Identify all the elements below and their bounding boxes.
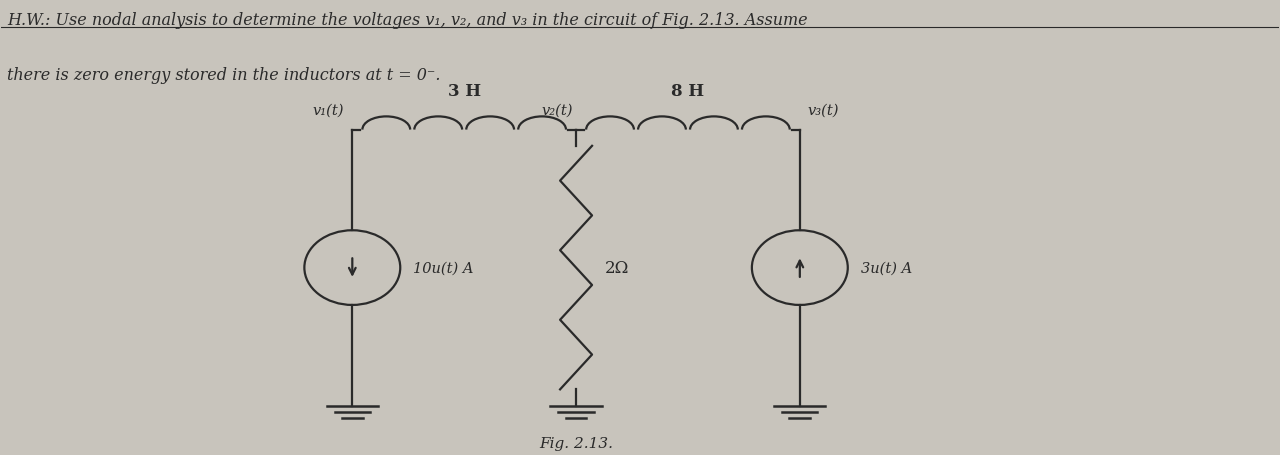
- Text: v₁(t): v₁(t): [312, 103, 344, 117]
- Text: 3u(t) A: 3u(t) A: [860, 261, 911, 275]
- Text: 10u(t) A: 10u(t) A: [413, 261, 474, 275]
- Text: H.W.: Use nodal analysis to determine the voltages v₁, v₂, and v₃ in the circuit: H.W.: Use nodal analysis to determine th…: [8, 12, 808, 29]
- Text: 8 H: 8 H: [672, 83, 704, 100]
- Text: there is zero energy stored in the inductors at t = 0⁻.: there is zero energy stored in the induc…: [8, 66, 440, 83]
- Text: Fig. 2.13.: Fig. 2.13.: [539, 436, 613, 450]
- Text: 3 H: 3 H: [448, 83, 481, 100]
- Text: 2Ω: 2Ω: [605, 259, 630, 277]
- Text: v₂(t): v₂(t): [541, 103, 573, 117]
- Text: v₃(t): v₃(t): [808, 103, 840, 117]
